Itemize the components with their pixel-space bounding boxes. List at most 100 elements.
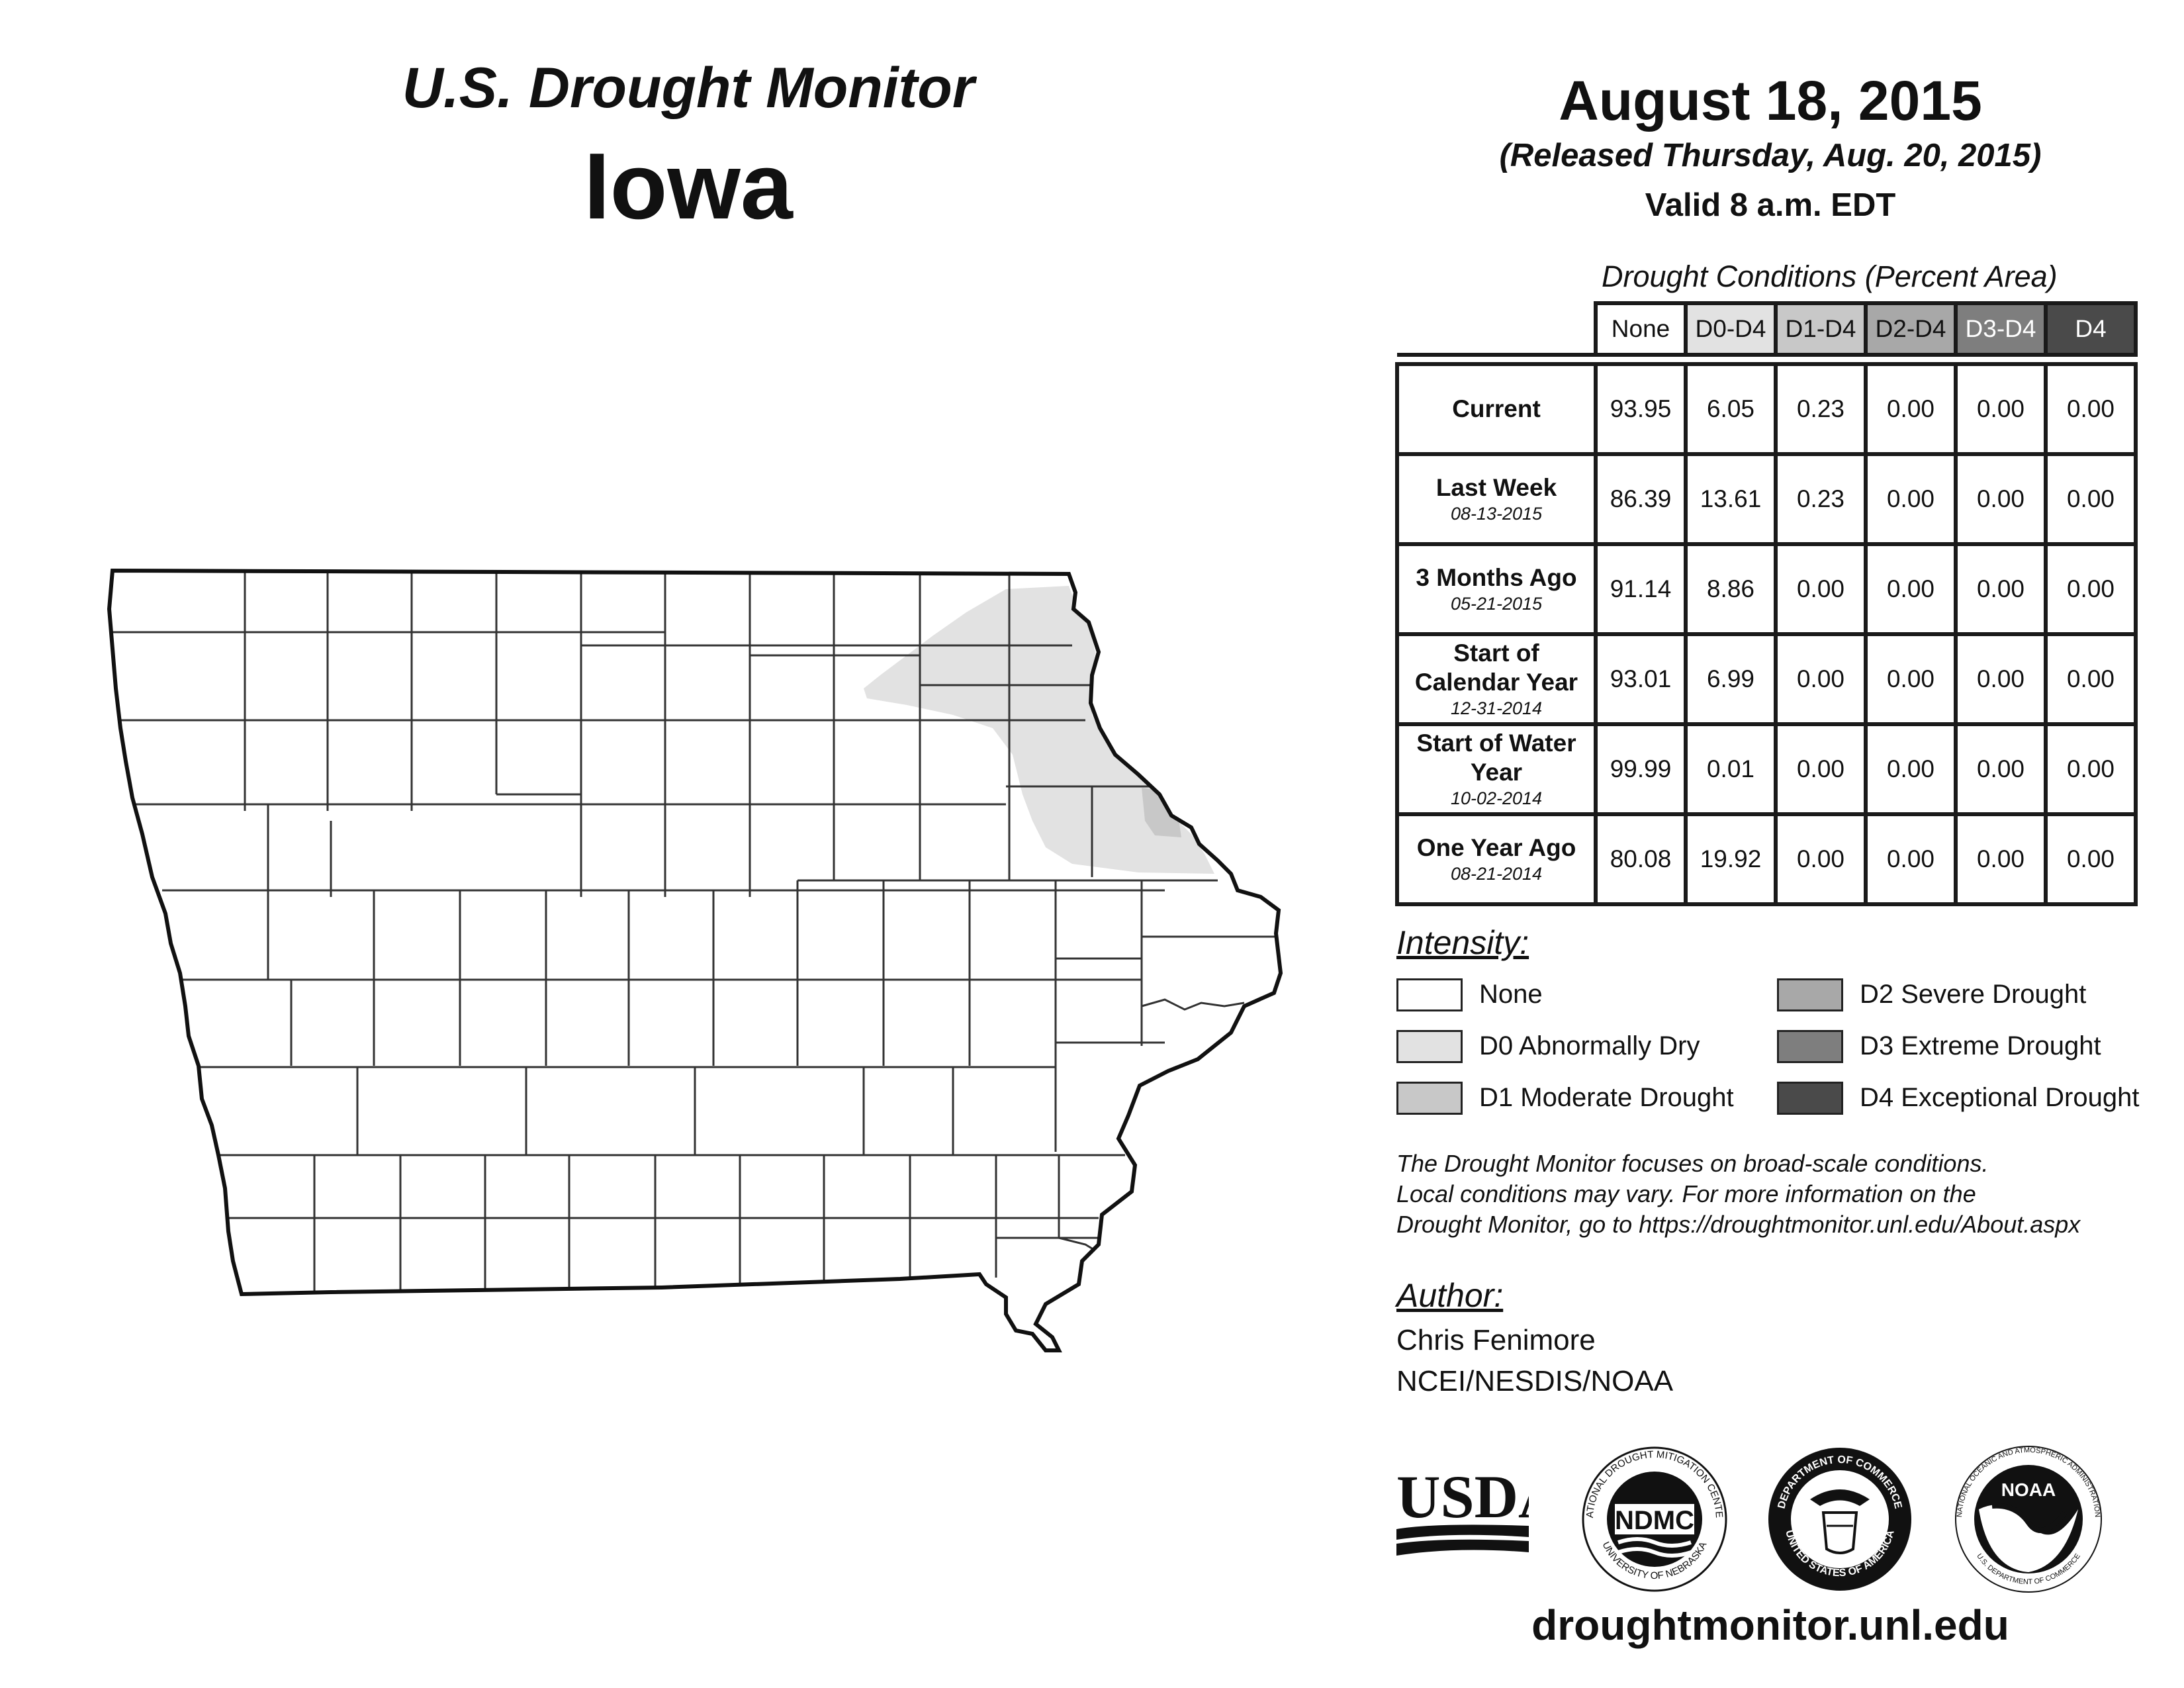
legend-swatch [1396,1030,1463,1063]
row-label-text: Current [1452,395,1541,422]
table-cell: 0.00 [1954,632,2048,726]
table-cell: 86.39 [1594,452,1688,546]
table-corner [1397,303,1598,357]
table-cell: 0.00 [1774,812,1868,906]
legend-swatch [1777,1030,1843,1063]
table-cell: 80.08 [1594,812,1688,906]
row-label-date: 08-13-2015 [1450,504,1543,524]
table-cell: 0.00 [2044,452,2138,546]
table-row: 3 Months Ago 05-21-2015 91.14 8.86 0.00 0… [1395,542,2138,636]
legend-swatch [1396,1082,1463,1115]
table-cell: 0.00 [1774,722,1868,816]
table-cell: 0.00 [2044,542,2138,636]
table-cell: 99.99 [1594,722,1688,816]
table-cell: 0.23 [1774,362,1868,456]
county-boundaries [113,571,1277,1291]
d1-moderate-drought-region [1142,788,1181,837]
row-label-text: Start of Water Year [1416,729,1576,786]
legend-label: D0 Abnormally Dry [1479,1031,1700,1060]
table-cell: 0.00 [1954,722,2048,816]
col-header-d3-d4: D3-D4 [1954,301,2048,357]
table-row: Start of Water Year 10-02-2014 99.99 0.01… [1395,722,2138,816]
row-label-date: 08-21-2014 [1450,864,1543,884]
table-cell: 93.95 [1594,362,1688,456]
map-title: U.S. Drought Monitor [402,56,975,120]
col-header-d2-d4: D2-D4 [1864,301,1958,357]
table-cell: 0.23 [1774,452,1868,546]
legend-label: D3 Extreme Drought [1860,1031,2101,1060]
iowa-state-outline [107,568,1283,1352]
department-of-commerce-seal: DEPARTMENT OF COMMERCE UNITED STATES OF … [1768,1448,1911,1591]
row-label-text: Start of Calendar Year [1414,639,1578,696]
row-label: Current [1395,362,1598,456]
author-heading: Author: [1396,1277,1504,1314]
row-label: One Year Ago 08-21-2014 [1395,812,1598,906]
author-organization: NCEI/NESDIS/NOAA [1396,1365,1674,1397]
release-date: (Released Thursday, Aug. 20, 2015) [1499,138,2042,173]
table-cell: 19.92 [1684,812,1778,906]
col-header-d0-d4: D0-D4 [1684,301,1778,357]
legend-label: D1 Moderate Drought [1479,1083,1734,1112]
row-label-date: 12-31-2014 [1450,698,1543,718]
table-row: Start of Calendar Year 12-31-2014 93.01 6… [1395,632,2138,726]
ndmc-logo: NATIONAL DROUGHT MITIGATION CENTER UNIVE… [1578,1443,1727,1592]
table-cell: 0.00 [1954,542,2048,636]
legend-label: D4 Exceptional Drought [1860,1083,2140,1112]
col-header-none: None [1594,301,1688,357]
table-cell: 0.00 [1774,542,1868,636]
map-date: August 18, 2015 [1559,70,1982,132]
row-label-text: One Year Ago [1416,834,1576,861]
noaa-logo-text: NOAA [2001,1479,2056,1500]
table-cell: 91.14 [1594,542,1688,636]
row-label: Start of Calendar Year 12-31-2014 [1395,632,1598,726]
table-cell: 0.00 [2044,722,2138,816]
table-row: Current 93.95 6.05 0.23 0.00 0.00 0.00 [1395,362,2138,456]
noaa-logo: NATIONAL OCEANIC AND ATMOSPHERIC ADMINIS… [1955,1446,2102,1593]
row-label: 3 Months Ago 05-21-2015 [1395,542,1598,636]
valid-time: Valid 8 a.m. EDT [1645,187,1896,223]
col-header-d1-d4: D1-D4 [1774,301,1868,357]
row-label-date: 10-02-2014 [1450,788,1543,808]
legend-swatch [1777,1082,1843,1115]
table-cell: 6.99 [1684,632,1778,726]
row-label-text: 3 Months Ago [1416,564,1577,591]
state-name: Iowa [584,134,793,239]
table-row: One Year Ago 08-21-2014 80.08 19.92 0.00 … [1395,812,2138,906]
legend-label: None [1479,980,1543,1009]
table-cell: 0.00 [2044,362,2138,456]
website-url[interactable]: droughtmonitor.unl.edu [1531,1601,2009,1649]
table-cell: 0.00 [1864,812,1958,906]
table-cell: 0.00 [1864,362,1958,456]
table-cell: 0.00 [1864,542,1958,636]
drought-conditions-table: None D0-D4 D1-D4 D2-D4 D3-D4 D4 Current … [1395,301,2138,906]
row-label: Last Week 08-13-2015 [1395,452,1598,546]
table-cell: 8.86 [1684,542,1778,636]
legend-swatch [1777,978,1843,1011]
table-cell: 0.00 [1864,452,1958,546]
table-cell: 0.00 [1864,722,1958,816]
legend-label: D2 Severe Drought [1860,980,2087,1009]
row-label-date: 05-21-2015 [1450,594,1543,614]
table-cell: 0.00 [1954,362,2048,456]
row-label-text: Last Week [1435,474,1557,501]
legend-swatch [1396,978,1463,1011]
author-name: Chris Fenimore [1396,1324,1596,1356]
table-cell: 0.00 [2044,812,2138,906]
table-cell: 93.01 [1594,632,1688,726]
table-cell: 0.00 [1864,632,1958,726]
disclaimer-note: The Drought Monitor focuses on broad-sca… [1396,1149,2177,1240]
table-caption: Drought Conditions (Percent Area) [1602,259,2058,293]
table-row: Last Week 08-13-2015 86.39 13.61 0.23 0.0… [1395,452,2138,546]
row-label: Start of Water Year 10-02-2014 [1395,722,1598,816]
table-cell: 13.61 [1684,452,1778,546]
table-cell: 0.00 [1954,452,2048,546]
note-line: Drought Monitor, go to https://droughtmo… [1396,1211,2081,1238]
ndmc-logo-text: NDMC [1615,1506,1694,1535]
table-cell: 0.00 [2044,632,2138,726]
table-cell: 6.05 [1684,362,1778,456]
note-line: The Drought Monitor focuses on broad-sca… [1396,1150,1989,1177]
table-cell: 0.00 [1774,632,1868,726]
legend-title: Intensity: [1396,924,1529,961]
